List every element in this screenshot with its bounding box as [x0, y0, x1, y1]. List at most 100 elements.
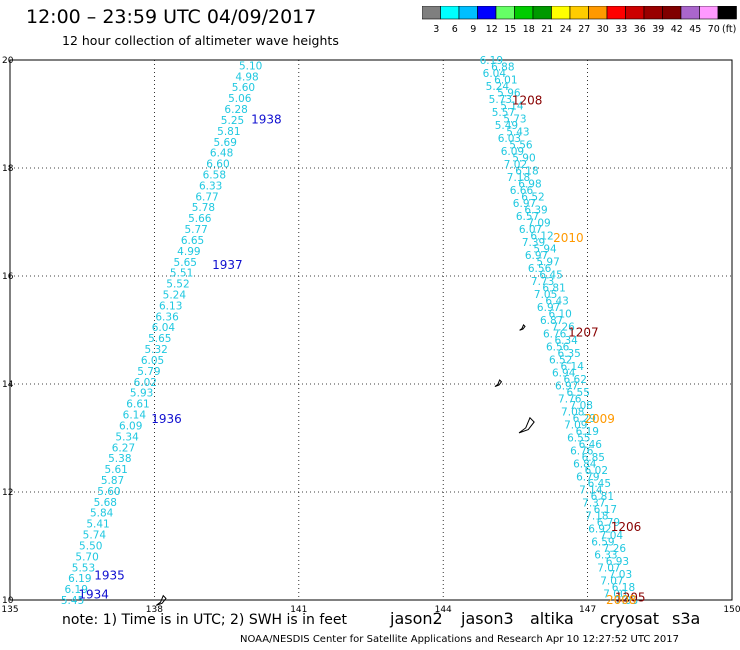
- wave-height-value: 5.68: [94, 497, 117, 509]
- wave-height-value: 4.99: [177, 246, 200, 258]
- wave-height-value: 6.97: [513, 198, 536, 210]
- color-legend: 3 6 9 12 15 18 21 24 27 30 33 36 39 42 45 70 (ft): [422, 6, 737, 35]
- wave-height-value: 6.97: [555, 380, 578, 392]
- legend-label: 39: [652, 24, 664, 35]
- wave-height-value: 5.93: [130, 388, 153, 400]
- legend-swatch: [717, 6, 737, 20]
- island-outline: [155, 594, 167, 606]
- wave-height-value: 6.39: [524, 205, 547, 217]
- wave-height-value: 4.98: [235, 71, 258, 83]
- wave-height-value: 6.19: [576, 426, 599, 438]
- wave-height-value: 7.39: [522, 237, 545, 249]
- wave-height-value: 5.06: [228, 93, 252, 105]
- wave-height-value: 7.05: [534, 289, 557, 301]
- wave-height-value: 5.53: [72, 562, 95, 574]
- pass-time-label: 1935: [94, 569, 125, 583]
- satellite-name-jason3: jason3: [461, 609, 514, 628]
- wave-height-value: 5.60: [97, 486, 120, 498]
- wave-height-value: 5.78: [192, 202, 215, 214]
- wave-height-value: 5.79: [137, 366, 160, 378]
- wave-height-value: 6.97: [537, 302, 560, 314]
- lon-tick-label: 147: [579, 605, 596, 615]
- wave-height-value: 6.29: [573, 413, 596, 425]
- wave-height-value: 7.07: [597, 562, 620, 574]
- altika-pass-time-label: 2010: [553, 231, 584, 245]
- wave-height-value: 6.03: [498, 133, 521, 145]
- wave-height-value: 7.04: [600, 530, 624, 542]
- legend-label: 36: [634, 24, 646, 35]
- wave-height-value: 5.69: [214, 137, 237, 149]
- wave-height-value: 6.76: [570, 445, 594, 457]
- wave-height-value: 6.59: [591, 536, 614, 548]
- wave-height-value: 7.08: [570, 400, 593, 412]
- wave-height-value: 5.90: [512, 153, 535, 165]
- wave-height-value: 5.24: [163, 290, 187, 302]
- wave-height-value: 6.18: [515, 166, 538, 178]
- wave-height-value: 6.36: [155, 311, 179, 323]
- wave-height-value: 6.27: [112, 442, 135, 454]
- legend-label: 18: [523, 24, 535, 35]
- wave-height-value: 5.38: [108, 453, 131, 465]
- wave-height-value: 5.56: [509, 140, 533, 152]
- wave-height-value: 7.07: [600, 575, 623, 587]
- wave-height-value: 5.51: [170, 268, 193, 280]
- legend-label: 30: [597, 24, 609, 35]
- pass-time-label: 1207: [568, 326, 599, 340]
- pass-time-label: 1208: [512, 94, 543, 108]
- wave-height-value: 5.73: [503, 114, 526, 126]
- wave-height-value: 6.04: [152, 322, 176, 334]
- wave-height-value: 5.65: [148, 333, 171, 345]
- wave-height-value: 6.10: [548, 309, 571, 321]
- wave-height-value: 6.56: [546, 341, 570, 353]
- wave-height-value: 6.88: [491, 62, 514, 74]
- lat-tick-label: 10: [2, 596, 14, 606]
- lat-tick-label: 16: [2, 272, 14, 282]
- wave-height-value: 7.18: [585, 510, 608, 522]
- wave-height-value: 5.84: [90, 508, 114, 520]
- wave-height-value: 5.14: [500, 101, 524, 113]
- legend-label: 12: [486, 24, 498, 35]
- pass-time-label: 1936: [151, 412, 182, 426]
- wave-height-value: 6.62: [564, 374, 587, 386]
- wave-height-value: 6.61: [126, 399, 149, 411]
- wave-height-value: 6.04: [483, 68, 507, 80]
- pass-time-label: 1938: [251, 112, 282, 126]
- legend-label: 15: [504, 24, 516, 35]
- wave-height-value: 6.02: [134, 377, 157, 389]
- wave-height-value: 5.60: [232, 82, 255, 94]
- pass-time-label: 1206: [611, 520, 642, 534]
- lat-tick-label: 14: [2, 380, 14, 390]
- wave-height-value: 6.55: [567, 387, 590, 399]
- wave-height-value: 6.02: [585, 465, 608, 477]
- wave-height-value: 6.79: [576, 471, 599, 483]
- lon-tick-label: 144: [435, 605, 452, 615]
- wave-height-value: 6.97: [525, 250, 548, 262]
- page-title: 12:00 – 23:59 UTC 04/09/2017: [26, 6, 317, 28]
- wave-height-value: 7.14: [579, 484, 603, 496]
- wave-height-value: 5.65: [174, 257, 197, 269]
- wave-height-value: 6.98: [518, 179, 541, 191]
- wave-height-value: 5.32: [144, 344, 167, 356]
- wave-height-value: 6.93: [606, 556, 629, 568]
- lat-tick-label: 12: [2, 488, 13, 498]
- legend-label: 6: [452, 24, 458, 35]
- wave-height-value: 7.09: [564, 419, 587, 431]
- satellite-name-altika: altika: [530, 609, 574, 628]
- wave-height-value: 6.87: [540, 315, 563, 327]
- credit-line: NOAA/NESDIS Center for Satellite Applica…: [240, 634, 679, 645]
- wave-height-value: 6.60: [206, 159, 229, 171]
- wave-height-value: 6.46: [579, 439, 603, 451]
- wave-height-value: 7.08: [561, 406, 584, 418]
- legend-label: 27: [578, 24, 590, 35]
- wave-height-value: 5.24: [486, 81, 510, 93]
- wave-height-value: 6.81: [591, 491, 614, 503]
- legend-label: 42: [671, 24, 683, 35]
- wave-height-value: 7.00: [603, 588, 626, 600]
- wave-height-value: 5.34: [115, 431, 139, 443]
- wave-height-value: 6.85: [582, 452, 605, 464]
- wave-height-value: 6.18: [612, 582, 635, 594]
- wave-height-value: 6.17: [594, 504, 617, 516]
- wave-height-value: 6.76: [543, 328, 567, 340]
- wave-height-value: 6.13: [159, 300, 182, 312]
